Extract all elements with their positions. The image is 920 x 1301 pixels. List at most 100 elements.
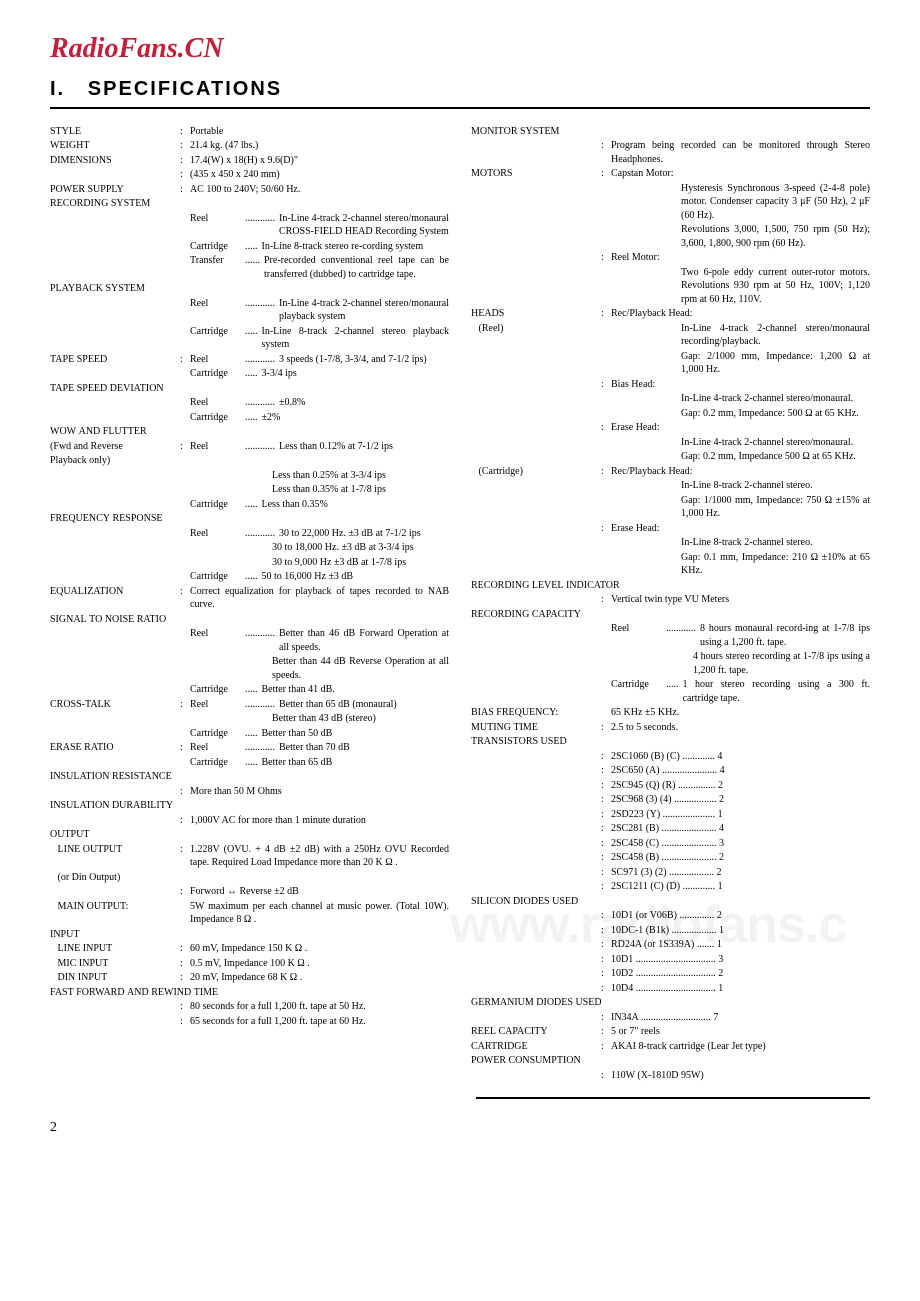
spec-value: 2SC945 (Q) (R) ............... 2 <box>611 779 870 793</box>
sub-label: Transfer <box>190 254 245 281</box>
colon: : <box>180 814 190 828</box>
spec-row: STYLE:Portable <box>50 125 449 139</box>
spec-row: CARTRIDGE:AKAI 8-track cartridge (Lear J… <box>471 1040 870 1054</box>
dots: ...... <box>245 254 264 281</box>
spec-value: Reel............Less than 0.12% at 7-1/2… <box>190 440 449 454</box>
spec-value: Reel............30 to 22,000 Hz. ±3 dB a… <box>190 527 449 541</box>
spec-value: In-Line 8-track 2-channel stereo. <box>611 479 870 493</box>
colon: : <box>601 953 611 967</box>
spec-label: CROSS-TALK <box>50 698 180 712</box>
dots: ............ <box>245 627 279 654</box>
sub-label: Reel <box>190 698 245 712</box>
spec-value: 10D2 ................................ 2 <box>611 967 870 981</box>
spec-value: Cartridge.....1 hour stereo recording us… <box>611 678 870 705</box>
spec-row: :10D1 (or V06B) .............. 2 <box>471 909 870 923</box>
spec-row: :Program being recorded can be monitored… <box>471 139 870 166</box>
spec-row: RECORDING CAPACITY <box>471 608 870 622</box>
spec-value: Hysteresis Synchronous 3-speed (2-4-8 po… <box>611 182 870 223</box>
spec-label: (Fwd and Reverse <box>50 440 180 454</box>
colon: : <box>601 1040 611 1054</box>
spec-row: WOW AND FLUTTER <box>50 425 449 439</box>
sub-label: Reel <box>190 440 245 454</box>
spec-value: 17.4(W) x 18(H) x 9.6(D)" <box>190 154 449 168</box>
colon: : <box>601 1025 611 1039</box>
spec-value: In-Line 4-track 2-channel stereo/monaura… <box>611 322 870 349</box>
spec-value: Rec/Playback Head: <box>611 307 870 321</box>
spec-row: Two 6-pole eddy current outer-rotor moto… <box>471 266 870 307</box>
spec-value: Transfer......Pre-recorded conventional … <box>190 254 449 281</box>
spec-row: :SC971 (3) (2) .................. 2 <box>471 866 870 880</box>
indented-value: In-Line 8-track 2-channel stereo. <box>611 479 870 493</box>
spec-value: Bias Head: <box>611 378 870 392</box>
spec-value: IN34A ............................ 7 <box>611 1011 870 1025</box>
colon: : <box>601 167 611 181</box>
spec-value: 0.5 mV, Impedance 100 K Ω . <box>190 957 449 971</box>
spec-value: 2SC650 (A) ...................... 4 <box>611 764 870 778</box>
indented-value: 30 to 9,000 Hz ±3 dB at 1-7/8 ips <box>190 556 449 570</box>
dots: ..... <box>245 727 262 741</box>
colon: : <box>601 251 611 265</box>
dots: ............ <box>245 353 279 367</box>
colon: : <box>601 982 611 996</box>
colon: : <box>180 353 190 367</box>
spec-row: :1,000V AC for more than 1 minute durati… <box>50 814 449 828</box>
page-number: 2 <box>50 1119 870 1138</box>
colon: : <box>601 307 611 321</box>
sub-value: Less than 0.12% at 7-1/2 ips <box>279 440 449 454</box>
spec-row: :Erase Head: <box>471 421 870 435</box>
dots: ..... <box>245 325 262 352</box>
spec-value: 21.4 kg. (47 lbs.) <box>190 139 449 153</box>
sub-label: Cartridge <box>190 411 245 425</box>
spec-row: MAIN OUTPUT:5W maximum per each channel … <box>50 900 449 927</box>
colon: : <box>601 909 611 923</box>
spec-row: :2SD223 (Y) ..................... 1 <box>471 808 870 822</box>
spec-value: Gap: 0.2 mm, Impedance 500 Ω at 65 KHz. <box>611 450 870 464</box>
spec-row: :10D2 ................................ 2 <box>471 967 870 981</box>
colon: : <box>601 924 611 938</box>
spec-row: 30 to 9,000 Hz ±3 dB at 1-7/8 ips <box>50 556 449 570</box>
colon: : <box>601 593 611 607</box>
sub-label: Reel <box>190 627 245 654</box>
spec-row: Gap: 0.2 mm, Impedance: 500 Ω at 65 KHz. <box>471 407 870 421</box>
indented-value: In-Line 4-track 2-channel stereo/monaura… <box>611 436 870 450</box>
spec-label: LINE INPUT <box>50 942 180 956</box>
spec-label: RECORDING SYSTEM <box>50 197 180 211</box>
spec-value: Vertical twin type VU Meters <box>611 593 870 607</box>
spec-row: Cartridge.....Better than 41 dB. <box>50 683 449 697</box>
spec-value: Correct equalization for playback of tap… <box>190 585 449 612</box>
spec-value: Reel............Better than 46 dB Forwar… <box>190 627 449 654</box>
indented-value: Hysteresis Synchronous 3-speed (2-4-8 po… <box>611 182 870 223</box>
sub-value: Better than 70 dB <box>279 741 449 755</box>
spec-row: :80 seconds for a full 1,200 ft. tape at… <box>50 1000 449 1014</box>
spec-label: GERMANIUM DIODES USED <box>471 996 601 1010</box>
spec-value: Rec/Playback Head: <box>611 465 870 479</box>
sub-value: Better than 41 dB. <box>262 683 450 697</box>
spec-row: (Cartridge):Rec/Playback Head: <box>471 465 870 479</box>
spec-row: Cartridge.....3-3/4 ips <box>50 367 449 381</box>
spec-value: Less than 0.25% at 3-3/4 ips <box>190 469 449 483</box>
sub-value: Pre-recorded conventional reel tape can … <box>264 254 449 281</box>
spec-label: INSULATION DURABILITY <box>50 799 180 813</box>
spec-label: BIAS FREQUENCY: <box>471 706 601 720</box>
indented-value: In-Line 4-track 2-channel stereo/monaura… <box>611 392 870 406</box>
spec-row: :2SC968 (3) (4) ................. 2 <box>471 793 870 807</box>
colon: : <box>180 971 190 985</box>
colon: : <box>180 843 190 857</box>
colon: : <box>180 1015 190 1029</box>
sub-label: Cartridge <box>190 570 245 584</box>
spec-row: INSULATION DURABILITY <box>50 799 449 813</box>
spec-row: Cartridge.....In-Line 8-track stereo re-… <box>50 240 449 254</box>
spec-value: 110W (X-1810D 95W) <box>611 1069 870 1083</box>
spec-row: :110W (X-1810D 95W) <box>471 1069 870 1083</box>
spec-label: FREQUENCY RESPONSE <box>50 512 180 526</box>
spec-label: HEADS <box>471 307 601 321</box>
spec-row: :2SC650 (A) ...................... 4 <box>471 764 870 778</box>
spec-value: Cartridge.....Better than 41 dB. <box>190 683 449 697</box>
indented-value: Gap: 0.2 mm, Impedance: 500 Ω at 65 KHz. <box>611 407 870 421</box>
sub-label: Cartridge <box>190 727 245 741</box>
indented-value: Better than 43 dB (stereo) <box>190 712 449 726</box>
spec-value: SC971 (3) (2) .................. 2 <box>611 866 870 880</box>
spec-row: (Reel)In-Line 4-track 2-channel stereo/m… <box>471 322 870 349</box>
spec-label: INSULATION RESISTANCE <box>50 770 180 784</box>
spec-row: (Fwd and Reverse:Reel............Less th… <box>50 440 449 454</box>
